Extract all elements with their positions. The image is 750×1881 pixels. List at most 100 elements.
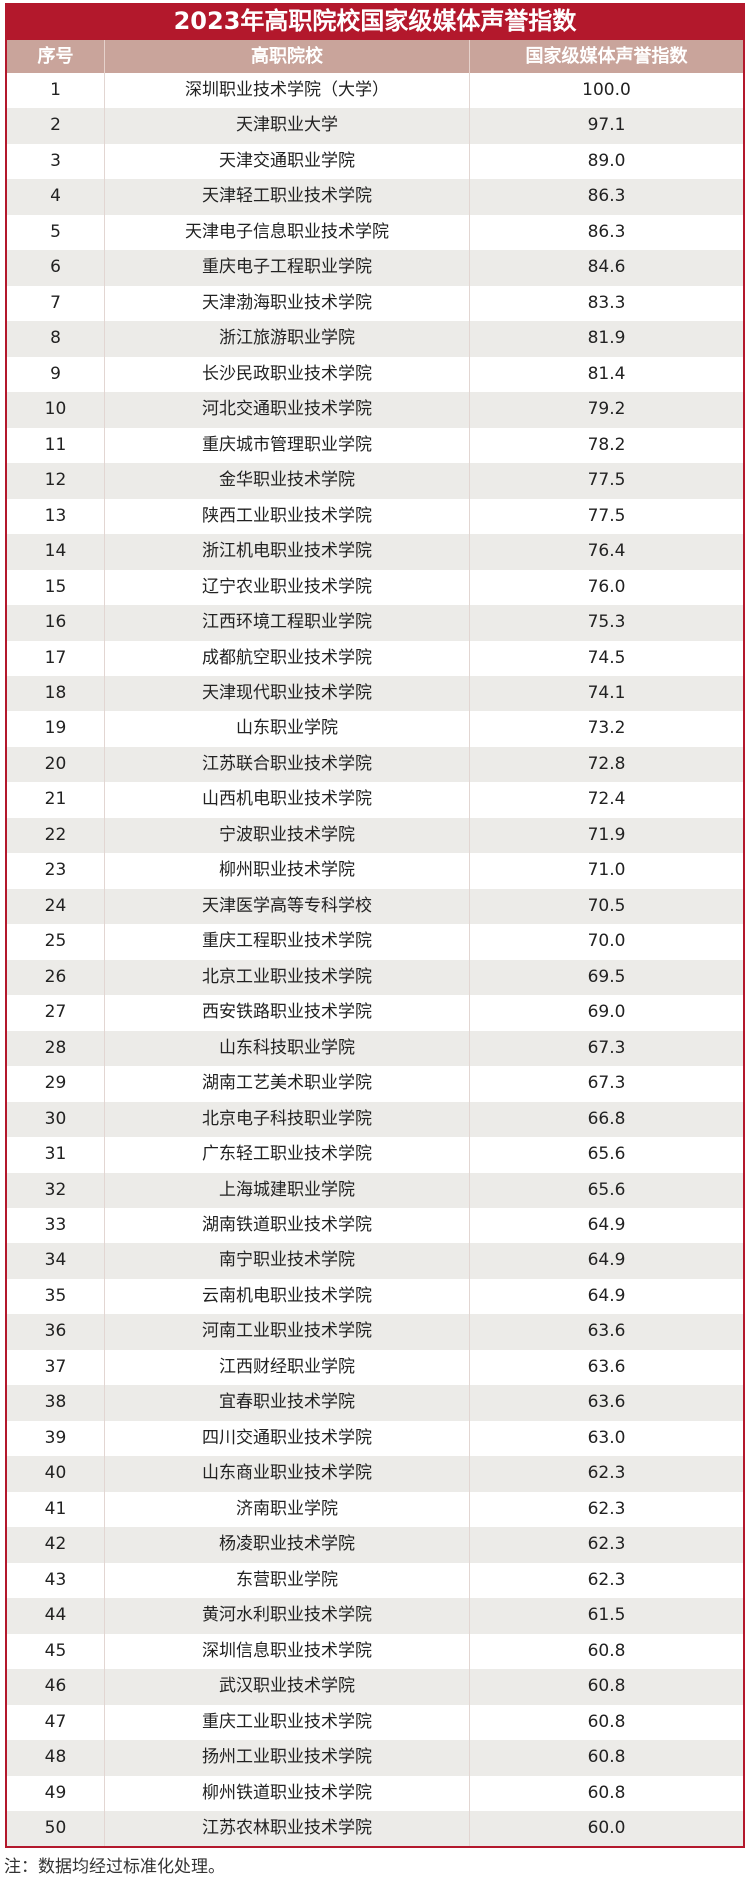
table-row: 41 济南职业学院 62.3 bbox=[7, 1491, 743, 1528]
table-row: 14 浙江机电职业技术学院 76.4 bbox=[7, 534, 743, 570]
school-cell: 天津交通职业学院 bbox=[105, 143, 470, 180]
table-row: 12 金华职业技术学院 77.5 bbox=[7, 463, 743, 499]
school-cell: 深圳信息职业技术学院 bbox=[105, 1633, 470, 1670]
index-cell: 71.0 bbox=[587, 860, 626, 881]
table-row: 20 江苏联合职业技术学院 72.8 bbox=[7, 746, 743, 783]
school-cell: 宁波职业技术学院 bbox=[105, 817, 470, 854]
rank-cell: 26 bbox=[7, 959, 105, 996]
rank-cell: 33 bbox=[7, 1208, 105, 1244]
school-cell: 河南工业职业技术学院 bbox=[105, 1314, 470, 1350]
rank-cell: 18 bbox=[7, 675, 105, 712]
index-cell: 69.0 bbox=[587, 1002, 626, 1023]
index-cell: 76.4 bbox=[587, 541, 626, 562]
rank-cell: 40 bbox=[7, 1456, 105, 1492]
header-index: 国家级媒体声誉指数 bbox=[525, 46, 688, 67]
table-row: 50 江苏农林职业技术学院 60.0 bbox=[7, 1810, 743, 1847]
table-row: 35 云南机电职业技术学院 64.9 bbox=[7, 1278, 743, 1315]
index-cell: 62.3 bbox=[587, 1498, 626, 1519]
index-cell: 65.6 bbox=[587, 1179, 626, 1200]
index-cell: 62.3 bbox=[587, 1463, 626, 1484]
table-row: 8 浙江旅游职业学院 81.9 bbox=[7, 321, 743, 357]
school-cell: 江西财经职业学院 bbox=[105, 1349, 470, 1386]
index-cell: 67.3 bbox=[587, 1037, 626, 1058]
rank-cell: 20 bbox=[7, 746, 105, 783]
index-cell: 77.5 bbox=[587, 470, 626, 491]
table-row: 18 天津现代职业技术学院 74.1 bbox=[7, 675, 743, 712]
rank-cell: 21 bbox=[7, 782, 105, 818]
table-row: 36 河南工业职业技术学院 63.6 bbox=[7, 1314, 743, 1350]
table-row: 5 天津电子信息职业技术学院 86.3 bbox=[7, 214, 743, 251]
table-row: 29 湖南工艺美术职业学院 67.3 bbox=[7, 1066, 743, 1102]
index-cell: 89.0 bbox=[587, 150, 626, 171]
rank-cell: 34 bbox=[7, 1243, 105, 1279]
school-cell: 天津轻工职业技术学院 bbox=[105, 179, 470, 215]
rank-cell: 1 bbox=[7, 73, 105, 109]
index-cell: 63.6 bbox=[587, 1321, 626, 1342]
index-cell: 60.8 bbox=[587, 1747, 626, 1768]
header-rank: 序号 bbox=[7, 40, 105, 73]
index-cell: 81.4 bbox=[587, 363, 626, 384]
index-cell: 61.5 bbox=[587, 1605, 626, 1626]
school-cell: 江苏联合职业技术学院 bbox=[105, 746, 470, 783]
table-row: 24 天津医学高等专科学校 70.5 bbox=[7, 888, 743, 925]
index-cell: 74.5 bbox=[587, 647, 626, 668]
index-cell: 60.8 bbox=[587, 1640, 626, 1661]
rank-cell: 19 bbox=[7, 711, 105, 747]
table-row: 33 湖南铁道职业技术学院 64.9 bbox=[7, 1208, 743, 1244]
school-cell: 武汉职业技术学院 bbox=[105, 1669, 470, 1705]
school-cell: 柳州职业技术学院 bbox=[105, 853, 470, 889]
table-row: 17 成都航空职业技术学院 74.5 bbox=[7, 640, 743, 676]
table-row: 49 柳州铁道职业技术学院 60.8 bbox=[7, 1775, 743, 1811]
index-cell: 81.9 bbox=[587, 328, 626, 349]
school-cell: 辽宁农业职业技术学院 bbox=[105, 569, 470, 606]
rank-cell: 50 bbox=[7, 1810, 105, 1847]
school-cell: 浙江旅游职业学院 bbox=[105, 321, 470, 357]
school-cell: 东营职业学院 bbox=[105, 1562, 470, 1599]
rank-cell: 43 bbox=[7, 1562, 105, 1599]
school-cell: 天津现代职业技术学院 bbox=[105, 675, 470, 712]
rank-cell: 3 bbox=[7, 143, 105, 180]
rank-cell: 16 bbox=[7, 605, 105, 641]
table-body: 1 深圳职业技术学院（大学） 100.0 2 天津职业大学 97.1 3 天津交通职业学院 89… bbox=[7, 73, 743, 1847]
index-cell: 72.4 bbox=[587, 789, 626, 810]
index-cell: 72.8 bbox=[587, 753, 626, 774]
rank-cell: 30 bbox=[7, 1101, 105, 1138]
index-cell: 64.9 bbox=[587, 1285, 626, 1306]
rank-cell: 35 bbox=[7, 1278, 105, 1315]
rank-cell: 31 bbox=[7, 1137, 105, 1173]
index-cell: 77.5 bbox=[587, 505, 626, 526]
school-cell: 成都航空职业技术学院 bbox=[105, 640, 470, 676]
rank-cell: 13 bbox=[7, 498, 105, 535]
rank-cell: 5 bbox=[7, 214, 105, 251]
rank-cell: 6 bbox=[7, 250, 105, 286]
index-cell: 64.9 bbox=[587, 1215, 626, 1235]
school-cell: 天津电子信息职业技术学院 bbox=[105, 214, 470, 251]
rank-cell: 8 bbox=[7, 321, 105, 357]
ranking-table: 2023年高职院校国家级媒体声誉指数 序号 高职院校 国家级媒体声誉指数 1 深圳… bbox=[5, 3, 745, 1849]
school-cell: 北京电子科技职业学院 bbox=[105, 1101, 470, 1138]
school-cell: 柳州铁道职业技术学院 bbox=[105, 1775, 470, 1811]
index-cell: 73.2 bbox=[587, 718, 626, 739]
header-school: 高职院校 bbox=[105, 40, 470, 73]
table-row: 40 山东商业职业技术学院 62.3 bbox=[7, 1456, 743, 1492]
school-cell: 扬州工业职业技术学院 bbox=[105, 1740, 470, 1776]
table-row: 47 重庆工业职业技术学院 60.8 bbox=[7, 1704, 743, 1741]
table-row: 46 武汉职业技术学院 60.8 bbox=[7, 1669, 743, 1705]
table-row: 23 柳州职业技术学院 71.0 bbox=[7, 853, 743, 889]
rank-cell: 44 bbox=[7, 1598, 105, 1634]
index-cell: 64.9 bbox=[587, 1250, 626, 1271]
table-row: 13 陕西工业职业技术学院 77.5 bbox=[7, 498, 743, 535]
school-cell: 陕西工业职业技术学院 bbox=[105, 498, 470, 535]
index-cell: 100.0 bbox=[582, 80, 631, 100]
rank-cell: 11 bbox=[7, 427, 105, 464]
rank-cell: 46 bbox=[7, 1669, 105, 1705]
school-cell: 山东科技职业学院 bbox=[105, 1030, 470, 1067]
school-cell: 深圳职业技术学院（大学） bbox=[105, 73, 470, 109]
table-row: 48 扬州工业职业技术学院 60.8 bbox=[7, 1740, 743, 1776]
rank-cell: 2 bbox=[7, 108, 105, 144]
table-row: 30 北京电子科技职业学院 66.8 bbox=[7, 1101, 743, 1138]
index-cell: 78.2 bbox=[587, 434, 626, 455]
table-row: 37 江西财经职业学院 63.6 bbox=[7, 1349, 743, 1386]
index-cell: 83.3 bbox=[587, 292, 626, 313]
rank-cell: 7 bbox=[7, 285, 105, 322]
